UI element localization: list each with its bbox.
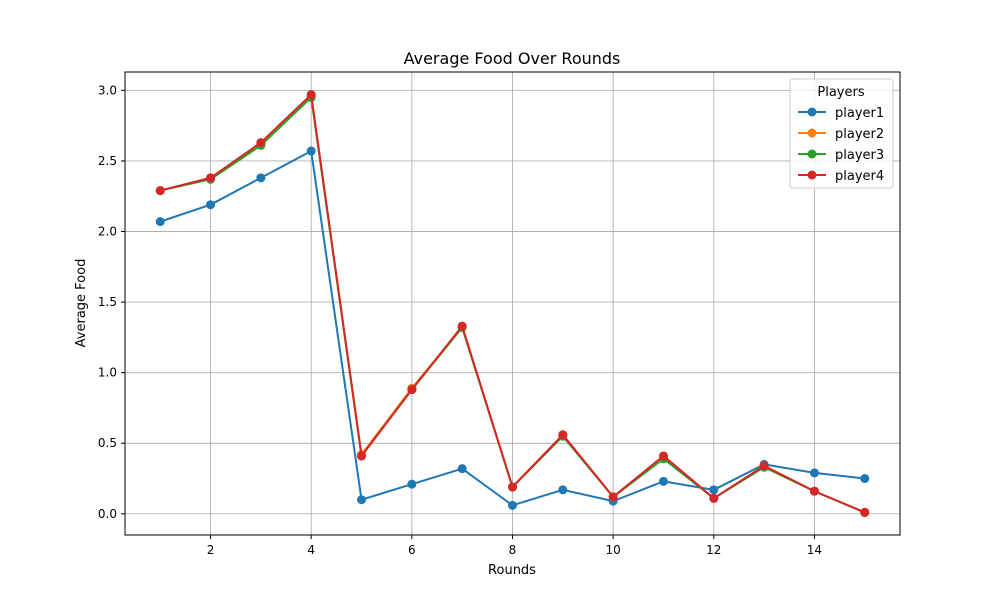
player4-point — [206, 173, 216, 183]
y-tick-label: 2.5 — [98, 154, 117, 168]
x-tick-label: 10 — [606, 543, 621, 557]
player1-point — [508, 500, 517, 510]
player4-point — [860, 507, 870, 517]
y-tick-label: 3.0 — [98, 83, 117, 97]
player4-point — [306, 90, 316, 100]
legend-marker-player1 — [807, 107, 817, 117]
player4-point — [558, 430, 568, 440]
player4-point — [709, 493, 719, 503]
player1-point — [457, 464, 467, 474]
player1-point — [357, 495, 367, 505]
player1-point — [558, 485, 568, 495]
chart-title: Average Food Over Rounds — [404, 49, 621, 68]
player4-point — [809, 486, 819, 496]
player1-point — [206, 200, 216, 210]
x-tick-label: 14 — [807, 543, 822, 557]
x-tick-label: 6 — [408, 543, 416, 557]
player4-point — [658, 451, 668, 461]
y-tick-label: 2.0 — [98, 225, 117, 239]
y-tick-label: 1.0 — [98, 366, 117, 380]
player1-point — [155, 217, 165, 227]
x-tick-label: 8 — [509, 543, 517, 557]
player1-point — [860, 474, 870, 484]
x-tick-label: 4 — [307, 543, 315, 557]
y-tick-label: 0.0 — [98, 507, 117, 521]
player4-point — [407, 385, 417, 395]
player4-point — [759, 461, 769, 471]
player1-point — [809, 468, 819, 478]
player4-point — [508, 482, 517, 492]
grid-lines — [125, 72, 900, 535]
player4-point — [357, 451, 367, 461]
legend-title: Players — [817, 85, 864, 100]
player1-point — [407, 479, 417, 489]
legend-marker-player2 — [807, 128, 817, 138]
x-axis-label: Rounds — [488, 563, 536, 578]
series-layer — [155, 90, 870, 517]
player1-point — [256, 173, 266, 183]
legend-label-player1: player1 — [835, 106, 884, 121]
axis-ticks: 2 4 6 8 10 12 14 0.0 0.5 1.0 1.5 2.0 2.5 3.0 — [98, 83, 822, 557]
legend-label-player4: player4 — [835, 169, 884, 184]
legend-label-player2: player2 — [835, 127, 884, 142]
player4-point — [457, 321, 467, 331]
y-tick-label: 0.5 — [98, 436, 117, 450]
player4-point — [256, 138, 266, 148]
x-tick-label: 2 — [207, 543, 215, 557]
y-tick-label: 1.5 — [98, 295, 117, 309]
player1-series — [155, 146, 870, 510]
legend-marker-player3 — [807, 149, 817, 159]
legend-label-player3: player3 — [835, 148, 884, 163]
player1-point — [658, 476, 668, 486]
legend: Players player1 player2 player3 player4 — [789, 78, 894, 189]
legend-box — [789, 78, 894, 189]
player1-point — [306, 146, 316, 156]
player1-point — [709, 485, 719, 495]
player4-point — [608, 492, 618, 502]
x-tick-label: 12 — [706, 543, 721, 557]
y-axis-label: Average Food — [74, 259, 89, 348]
legend-items: player1 player2 player3 player4 — [798, 106, 884, 184]
player4-point — [155, 186, 165, 196]
legend-marker-player4 — [807, 170, 817, 180]
player4-series — [155, 90, 870, 517]
